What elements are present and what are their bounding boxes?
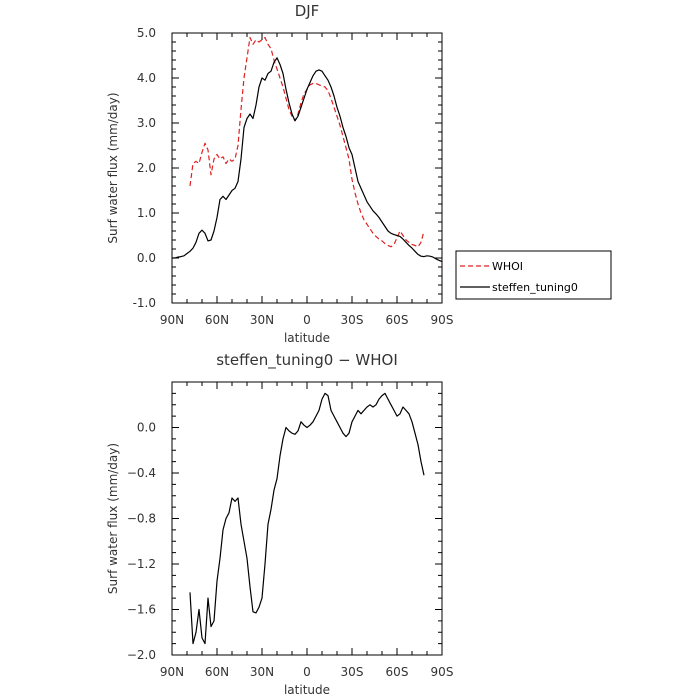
x-tick-label: 30S xyxy=(341,665,364,679)
legend-label: steffen_tuning0 xyxy=(492,281,578,294)
y-axis-title: Surf water flux (mm/day) xyxy=(106,443,120,594)
legend-box xyxy=(455,250,612,300)
series-line-steffen_tuning0 xyxy=(172,57,443,263)
y-tick-label: 1.0 xyxy=(137,206,156,220)
y-tick-label: 2.0 xyxy=(137,161,156,175)
y-tick-label: −1.2 xyxy=(127,557,156,571)
x-tick-label: 60S xyxy=(386,313,409,327)
y-tick-label: −0.8 xyxy=(127,512,156,526)
y-tick-label: 0.0 xyxy=(137,421,156,435)
series-line-series-1 xyxy=(189,392,425,645)
y-tick-label: -1.0 xyxy=(133,296,156,310)
y-tick-label: −2.0 xyxy=(127,648,156,662)
x-tick-label: 90S xyxy=(431,665,454,679)
plot-frame xyxy=(171,381,443,656)
y-tick-label: −1.6 xyxy=(127,603,156,617)
x-axis-title: latitude xyxy=(284,331,330,345)
x-tick-label: 30N xyxy=(250,665,274,679)
x-tick-label: 60N xyxy=(205,665,229,679)
y-tick-label: 0.0 xyxy=(137,251,156,265)
x-tick-label: 30S xyxy=(341,313,364,327)
x-axis-title: latitude xyxy=(284,683,330,697)
chart-title: DJF xyxy=(295,2,320,20)
legend: WHOI steffen_tuning0 xyxy=(455,250,612,300)
chart-panel-1: DJF 90N 60N 30N 0 30S 60S 90S -1.0 0.0 1.0 2.0 3.0 4.… xyxy=(106,2,612,345)
chart-title: steffen_tuning0 − WHOI xyxy=(216,351,398,370)
x-tick-label: 0 xyxy=(303,313,311,327)
y-tick-label: 5.0 xyxy=(137,26,156,40)
y-tick-label: −0.4 xyxy=(127,466,156,480)
x-tick-label: 60S xyxy=(386,665,409,679)
x-tick-label: 0 xyxy=(303,665,311,679)
chart-panel-2: steffen_tuning0 − WHOI 90N 60N 30N 0 30S 60S 90… xyxy=(106,351,453,697)
x-tick-label: 30N xyxy=(250,313,274,327)
x-tick-label: 60N xyxy=(205,313,229,327)
y-tick-label: 3.0 xyxy=(137,116,156,130)
x-tick-label: 90N xyxy=(160,313,184,327)
x-tick-label: 90N xyxy=(160,665,184,679)
y-tick-label: 4.0 xyxy=(137,71,156,85)
series-line-WHOI xyxy=(189,36,425,248)
legend-label: WHOI xyxy=(492,260,523,273)
y-axis-title: Surf water flux (mm/day) xyxy=(106,92,120,243)
x-tick-label: 90S xyxy=(431,313,454,327)
